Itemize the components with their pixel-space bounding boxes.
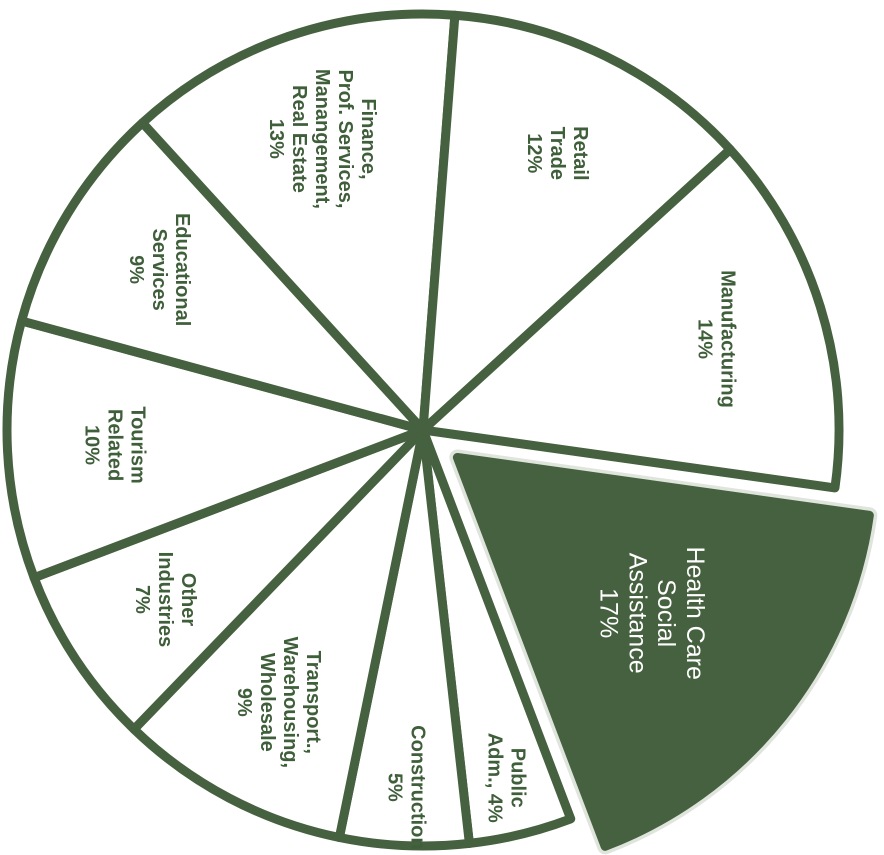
slice-label-text-health-care: Health CareSocialAssistance17% <box>595 546 709 679</box>
slice-label-line: Transport., <box>302 651 324 754</box>
pie-slice-educational <box>17 118 428 435</box>
pie-slice-transport <box>129 425 428 843</box>
slice-label-line: 9% <box>125 255 147 284</box>
pie-slice-manufacturing <box>418 144 844 493</box>
slice-label-line: Manufacturing <box>717 270 739 408</box>
slice-label-line: 13% <box>265 119 287 159</box>
slice-label-text-construction: Construction5% <box>383 725 428 849</box>
pie-slice-retail <box>418 10 735 435</box>
slice-label-line: Other <box>177 573 199 627</box>
slice-label-line: Services <box>148 228 170 310</box>
slice-label-other: OtherIndustries7% <box>131 552 199 648</box>
slice-label-health-care: Health CareSocialAssistance17% <box>595 546 709 679</box>
slice-label-text-other: OtherIndustries7% <box>131 552 199 648</box>
slice-label-line: Assistance <box>623 553 651 674</box>
slice-label-text-tourism: TourismRelated10% <box>81 406 149 483</box>
slice-label-line: 12% <box>523 133 545 173</box>
pie-slice-other <box>29 425 428 734</box>
slice-label-retail: RetailTrade12% <box>523 126 591 180</box>
slice-label-line: Social <box>652 579 680 647</box>
slice-label-line: Trade <box>546 127 568 180</box>
slice-label-line: Manangement, <box>311 69 333 209</box>
pie-slice-finance <box>137 9 460 435</box>
slice-label-line: 7% <box>131 585 153 614</box>
pie-slice-health-care <box>452 452 874 851</box>
slice-label-line: Industries <box>154 552 176 648</box>
slice-label-construction: Construction5% <box>383 725 428 849</box>
slice-label-line: Prof. Services, <box>334 69 356 208</box>
slice-label-line: Adm., 4% <box>484 733 506 823</box>
slice-label-line: 9% <box>233 688 255 717</box>
slice-label-line: 17% <box>595 588 623 638</box>
slice-label-finance: Finance,Prof. Services,Manangement,Real … <box>265 69 379 209</box>
slice-label-line: Public <box>507 748 529 808</box>
slice-label-line: Tourism <box>127 406 149 483</box>
slice-label-line: 14% <box>694 319 716 359</box>
slice-label-line: Finance, <box>357 98 379 179</box>
slice-label-text-finance: Finance,Prof. Services,Manangement,Real … <box>265 69 379 209</box>
slice-label-line: 10% <box>81 425 103 465</box>
slice-label-text-public: PublicAdm., 4% <box>484 733 529 823</box>
slice-label-tourism: TourismRelated10% <box>81 406 149 483</box>
slice-label-line: Related <box>104 409 126 481</box>
slice-label-text-educational: EducationalServices9% <box>125 213 193 326</box>
slice-label-public: PublicAdm., 4% <box>484 733 529 823</box>
slice-label-line: Retail <box>569 126 591 180</box>
pie-slice-tourism <box>2 316 428 583</box>
slice-label-text-retail: RetailTrade12% <box>523 126 591 180</box>
slice-label-transport: Transport.,Warehousing,Wholesale9% <box>233 637 324 768</box>
slice-label-manufacturing: Manufacturing14% <box>694 270 739 408</box>
slice-label-text-manufacturing: Manufacturing14% <box>694 270 739 408</box>
slice-label-line: 5% <box>383 773 405 802</box>
slice-label-line: Wholesale <box>256 653 278 752</box>
slice-label-text-transport: Transport.,Warehousing,Wholesale9% <box>233 637 324 768</box>
slice-label-line: Real Estate <box>288 85 310 193</box>
slice-label-line: Warehousing, <box>279 637 301 768</box>
slice-label-line: Educational <box>171 213 193 326</box>
slice-label-line: Construction <box>406 725 428 849</box>
slice-label-line: Health Care <box>681 546 709 679</box>
slice-label-educational: EducationalServices9% <box>125 213 193 326</box>
